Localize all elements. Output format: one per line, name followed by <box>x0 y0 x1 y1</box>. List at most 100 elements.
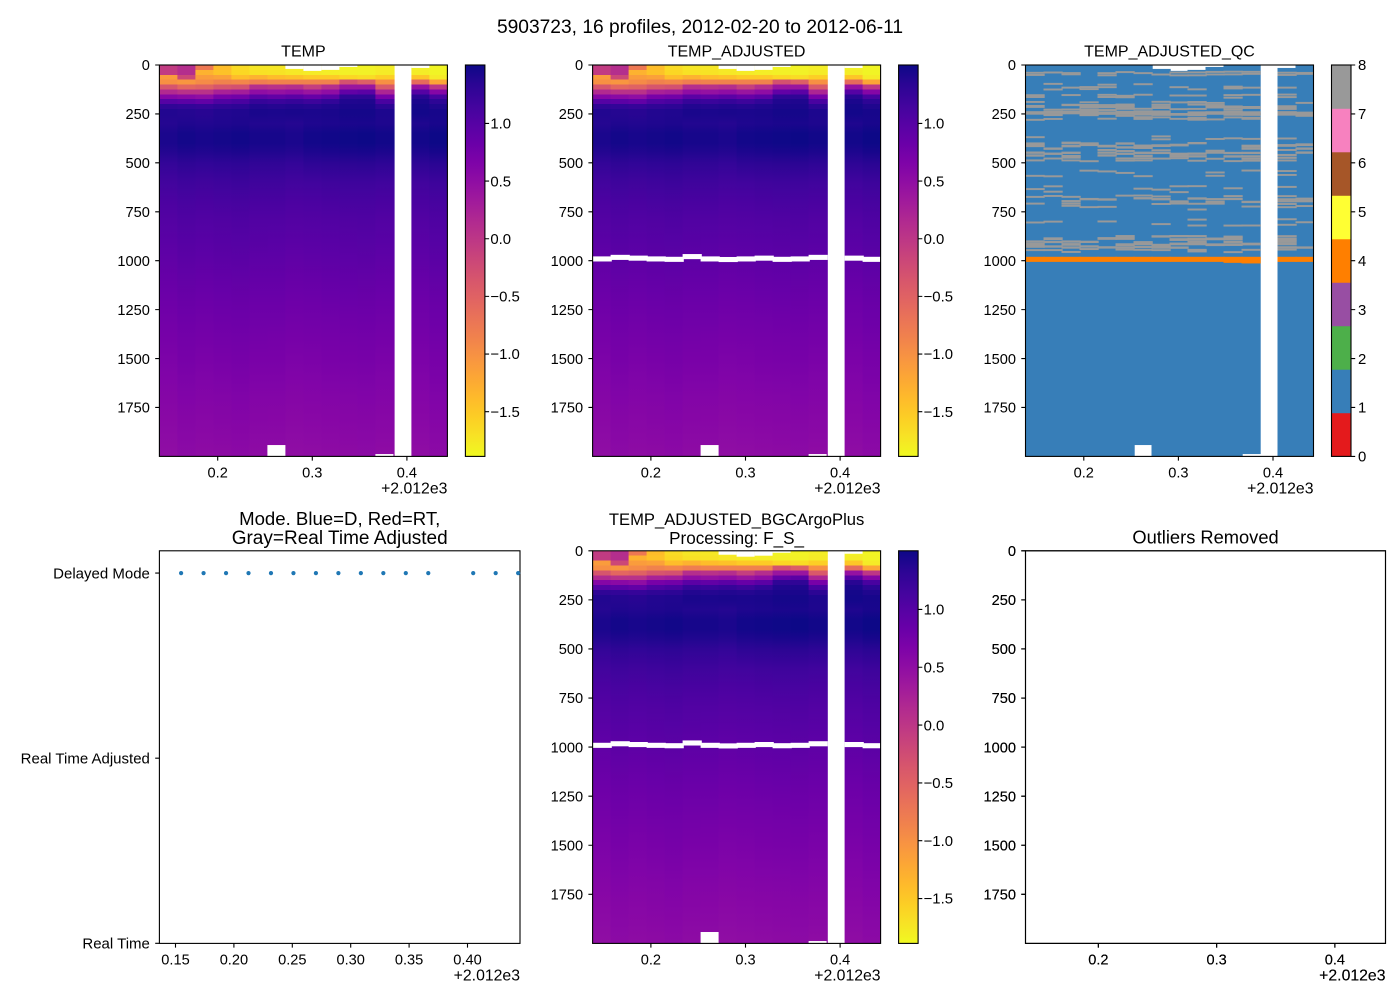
svg-text:Delayed Mode: Delayed Mode <box>53 565 150 582</box>
svg-text:Real Time: Real Time <box>82 936 150 953</box>
svg-text:0.2: 0.2 <box>208 465 228 481</box>
svg-text:+2.012e3: +2.012e3 <box>814 481 881 498</box>
svg-text:+2.012e3: +2.012e3 <box>1319 968 1386 985</box>
svg-text:0.5: 0.5 <box>490 174 511 190</box>
svg-text:1000: 1000 <box>984 740 1016 756</box>
svg-text:−0.5: −0.5 <box>924 776 953 792</box>
svg-text:1750: 1750 <box>984 888 1016 904</box>
svg-text:−1.0: −1.0 <box>924 834 953 850</box>
svg-text:0.35: 0.35 <box>395 952 423 968</box>
svg-text:0.3: 0.3 <box>302 465 322 481</box>
svg-text:0.4: 0.4 <box>397 465 417 481</box>
svg-text:250: 250 <box>992 593 1016 609</box>
svg-text:0.4: 0.4 <box>830 952 850 968</box>
svg-text:+2.012e3: +2.012e3 <box>814 968 881 985</box>
svg-text:0.3: 0.3 <box>1206 952 1226 968</box>
svg-text:1000: 1000 <box>551 740 583 756</box>
svg-text:1250: 1250 <box>984 303 1016 319</box>
svg-text:0.30: 0.30 <box>336 952 364 968</box>
svg-text:Real Time Adjusted: Real Time Adjusted <box>21 750 150 767</box>
svg-text:4: 4 <box>1358 254 1366 270</box>
svg-text:250: 250 <box>126 107 150 123</box>
svg-text:TEMP: TEMP <box>281 43 325 60</box>
svg-text:250: 250 <box>992 593 1016 609</box>
svg-text:1.0: 1.0 <box>490 117 511 133</box>
svg-text:0.5: 0.5 <box>924 660 945 676</box>
svg-text:8: 8 <box>1358 58 1366 74</box>
svg-text:1000: 1000 <box>984 254 1016 270</box>
svg-text:Gray=Real Time Adjusted: Gray=Real Time Adjusted <box>232 528 448 549</box>
svg-text:250: 250 <box>992 107 1016 123</box>
svg-text:0: 0 <box>142 58 150 74</box>
svg-text:7: 7 <box>1358 107 1366 123</box>
svg-text:750: 750 <box>559 205 583 221</box>
svg-text:0.0: 0.0 <box>924 232 945 248</box>
svg-text:0.2: 0.2 <box>641 465 661 481</box>
svg-text:0.2: 0.2 <box>1074 465 1094 481</box>
svg-text:500: 500 <box>126 156 150 172</box>
svg-text:1500: 1500 <box>984 352 1016 368</box>
svg-text:0: 0 <box>1358 450 1366 466</box>
svg-text:0: 0 <box>575 544 583 560</box>
svg-text:0.20: 0.20 <box>220 952 248 968</box>
svg-text:+2.012e3: +2.012e3 <box>1319 968 1386 985</box>
svg-text:0: 0 <box>575 58 583 74</box>
svg-text:TEMP_ADJUSTED: TEMP_ADJUSTED <box>668 43 806 60</box>
svg-text:−1.0: −1.0 <box>924 347 953 363</box>
svg-text:750: 750 <box>992 691 1016 707</box>
svg-text:0.25: 0.25 <box>278 952 306 968</box>
svg-text:+2.012e3: +2.012e3 <box>381 481 448 498</box>
svg-text:750: 750 <box>126 205 150 221</box>
svg-text:500: 500 <box>559 156 583 172</box>
svg-text:+2.012e3: +2.012e3 <box>454 968 521 985</box>
svg-text:1500: 1500 <box>984 838 1016 854</box>
svg-text:1: 1 <box>1358 401 1366 417</box>
svg-text:5903723, 16 profiles, 2012-02-: 5903723, 16 profiles, 2012-02-20 to 2012… <box>497 17 903 38</box>
svg-text:3: 3 <box>1358 303 1366 319</box>
svg-text:0.4: 0.4 <box>1325 952 1345 968</box>
svg-text:250: 250 <box>559 593 583 609</box>
svg-text:TEMP_ADJUSTED_BGCArgoPlus: TEMP_ADJUSTED_BGCArgoPlus <box>609 510 864 529</box>
svg-text:1250: 1250 <box>984 789 1016 805</box>
svg-text:1000: 1000 <box>984 740 1016 756</box>
svg-text:0.2: 0.2 <box>641 952 661 968</box>
svg-text:0.40: 0.40 <box>453 952 481 968</box>
svg-text:1750: 1750 <box>551 888 583 904</box>
svg-text:1750: 1750 <box>984 888 1016 904</box>
svg-text:−1.0: −1.0 <box>490 347 519 363</box>
svg-text:500: 500 <box>992 156 1016 172</box>
svg-text:750: 750 <box>559 691 583 707</box>
svg-text:0.3: 0.3 <box>1206 952 1226 968</box>
svg-text:750: 750 <box>992 205 1016 221</box>
svg-text:Processing: F_S_: Processing: F_S_ <box>669 529 804 548</box>
svg-text:1250: 1250 <box>551 789 583 805</box>
svg-text:1500: 1500 <box>117 352 149 368</box>
svg-text:−1.5: −1.5 <box>924 892 953 908</box>
svg-text:Outliers Removed: Outliers Removed <box>1132 527 1278 548</box>
svg-text:6: 6 <box>1358 156 1366 172</box>
svg-text:1500: 1500 <box>984 838 1016 854</box>
svg-text:1750: 1750 <box>984 401 1016 417</box>
svg-text:2: 2 <box>1358 352 1366 368</box>
svg-text:0.2: 0.2 <box>1088 952 1108 968</box>
svg-text:1500: 1500 <box>551 352 583 368</box>
svg-text:−0.5: −0.5 <box>490 290 519 306</box>
svg-text:0.5: 0.5 <box>924 174 945 190</box>
svg-text:0.2: 0.2 <box>1088 952 1108 968</box>
svg-text:0.15: 0.15 <box>161 952 189 968</box>
svg-text:1.0: 1.0 <box>924 117 945 133</box>
svg-text:+2.012e3: +2.012e3 <box>1247 481 1314 498</box>
svg-text:−1.5: −1.5 <box>490 405 519 421</box>
svg-text:1000: 1000 <box>117 254 149 270</box>
svg-text:1250: 1250 <box>984 789 1016 805</box>
svg-text:0.0: 0.0 <box>490 232 511 248</box>
svg-text:−1.5: −1.5 <box>924 405 953 421</box>
svg-text:1250: 1250 <box>117 303 149 319</box>
svg-text:0.3: 0.3 <box>735 952 755 968</box>
svg-text:1000: 1000 <box>551 254 583 270</box>
svg-text:500: 500 <box>992 642 1016 658</box>
svg-text:Mode. Blue=D, Red=RT,: Mode. Blue=D, Red=RT, <box>239 508 440 529</box>
svg-text:0: 0 <box>1008 544 1016 560</box>
svg-text:0.4: 0.4 <box>830 465 850 481</box>
svg-text:750: 750 <box>992 691 1016 707</box>
